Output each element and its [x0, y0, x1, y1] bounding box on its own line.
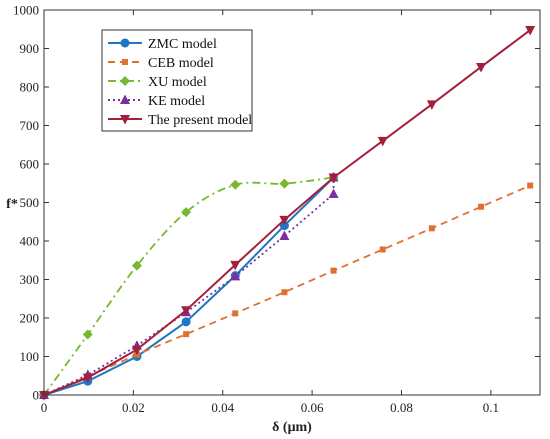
legend-item: The present model	[108, 113, 252, 128]
data-point	[181, 306, 192, 316]
legend-label: CEB model	[148, 56, 214, 71]
legend-label: The present model	[148, 113, 252, 128]
data-point	[328, 173, 339, 183]
x-axis-title: δ (μm)	[272, 420, 312, 435]
y-tick-label: 600	[20, 157, 40, 172]
legend-label: XU model	[148, 75, 207, 90]
data-point	[379, 246, 386, 253]
data-point	[39, 391, 49, 401]
legend-item: KE model	[108, 94, 205, 109]
legend-item: XU model	[108, 75, 207, 90]
data-point	[230, 270, 241, 281]
series-layer	[39, 26, 536, 401]
data-point	[131, 345, 142, 356]
y-tick-label: 0	[33, 388, 40, 403]
legend-item: CEB model	[108, 56, 214, 71]
axes-layer: 0 0.02 0.04 0.06 0.08 0.1 0 100 200 300 400 500 600 7…	[13, 3, 540, 415]
y-tick-label: 1000	[13, 3, 39, 18]
y-tick-label: 700	[20, 118, 40, 133]
y-tick-label: 900	[20, 41, 40, 56]
data-point	[328, 188, 339, 199]
legend-marker	[120, 76, 130, 86]
y-tick-label: 500	[20, 195, 40, 210]
data-point	[476, 62, 487, 73]
x-tick-label: 0	[41, 400, 48, 415]
legend-label: ZMC model	[148, 37, 217, 52]
data-point	[131, 260, 142, 271]
y-tick-label: 300	[20, 272, 40, 287]
y-axis-title: f*	[6, 197, 18, 212]
data-point	[230, 179, 241, 190]
y-tick-label: 400	[20, 234, 40, 249]
legend-item: ZMC model	[108, 37, 217, 52]
data-point	[527, 182, 534, 189]
data-point	[183, 331, 190, 338]
data-point	[281, 289, 288, 296]
data-point	[82, 373, 93, 384]
data-point	[232, 310, 239, 317]
data-point	[428, 225, 435, 232]
legend-marker	[120, 94, 130, 104]
data-point	[279, 230, 290, 240]
y-tick-label: 200	[20, 311, 40, 326]
data-point	[525, 26, 536, 36]
data-point	[181, 317, 191, 327]
y-tick-label: 100	[20, 349, 40, 364]
legend: ZMC model CEB model XU model KE model The pr…	[101, 29, 253, 132]
data-point	[330, 267, 337, 274]
y-tick-label: 800	[20, 80, 40, 95]
data-point	[478, 203, 485, 210]
series-the-present-model	[39, 26, 536, 401]
x-tick-label: 0.1	[483, 400, 499, 415]
data-point	[426, 100, 437, 110]
data-point	[279, 178, 290, 189]
series-line	[43, 177, 335, 396]
x-tick-label: 0.08	[390, 400, 413, 415]
x-tick-label: 0.02	[122, 400, 145, 415]
data-point	[181, 207, 192, 218]
x-tick-label: 0.06	[301, 400, 324, 415]
legend-label: KE model	[148, 94, 205, 109]
data-point	[279, 215, 290, 226]
data-point	[377, 136, 388, 147]
data-point	[230, 260, 241, 271]
legend-marker	[122, 59, 128, 65]
legend-marker	[120, 38, 130, 48]
legend-marker	[120, 115, 130, 125]
data-point	[82, 329, 93, 340]
x-tick-label: 0.04	[211, 400, 234, 415]
